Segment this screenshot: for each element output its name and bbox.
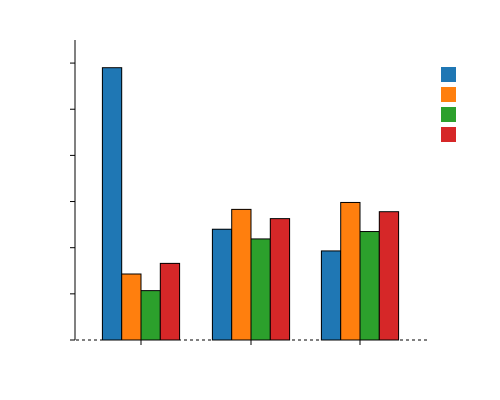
bar-group2-series3: [250, 238, 271, 341]
legend: [441, 67, 456, 142]
bar-group1-series4: [159, 262, 181, 341]
bar-group3-series1: [320, 250, 342, 341]
bar-group2-series2: [231, 208, 252, 341]
bar-group3-series3: [359, 231, 380, 341]
bar-group3-series4: [378, 211, 400, 341]
y-ticks: [70, 62, 75, 341]
bar-group2-series1: [211, 228, 233, 341]
bar-group3-series2: [340, 201, 361, 341]
bar-group1-series3: [140, 290, 161, 341]
bar-group1-series1: [101, 67, 123, 341]
x-ticks: [140, 340, 361, 345]
bar-group2-series4: [269, 218, 291, 341]
axes-layer: [70, 40, 428, 341]
legend-swatch-1: [441, 67, 456, 82]
bar-group1-series2: [121, 273, 142, 341]
legend-swatch-3: [441, 107, 456, 122]
legend-swatch-2: [441, 87, 456, 102]
bars-layer: [101, 67, 400, 341]
legend-swatch-4: [441, 127, 456, 142]
